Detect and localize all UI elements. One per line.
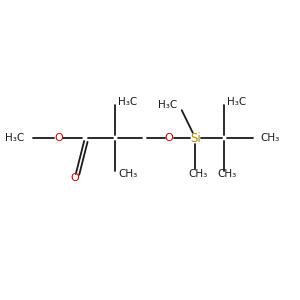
Text: Si: Si xyxy=(190,132,201,145)
Text: O: O xyxy=(54,133,63,143)
Text: H₃C: H₃C xyxy=(4,133,24,143)
Text: O: O xyxy=(70,173,79,183)
Text: H₃C: H₃C xyxy=(227,98,246,107)
Text: CH₃: CH₃ xyxy=(118,169,138,179)
Text: CH₃: CH₃ xyxy=(260,133,280,143)
Text: H₃C: H₃C xyxy=(158,100,177,110)
Text: CH₃: CH₃ xyxy=(189,169,208,179)
Text: H₃C: H₃C xyxy=(118,98,138,107)
Text: O: O xyxy=(165,133,174,143)
Text: CH₃: CH₃ xyxy=(218,169,237,179)
